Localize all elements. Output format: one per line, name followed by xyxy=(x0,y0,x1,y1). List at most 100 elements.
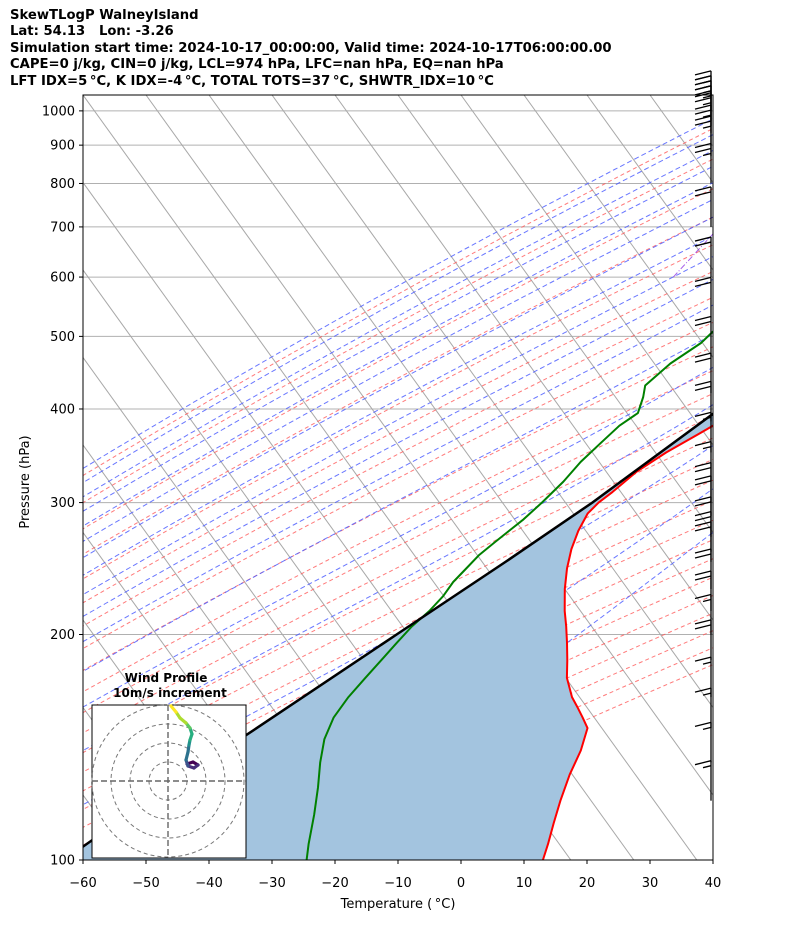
temperature-line xyxy=(541,424,713,860)
barb-half xyxy=(702,95,712,99)
barb-full xyxy=(694,276,712,283)
barb-half xyxy=(702,598,712,603)
x-tick-label: 20 xyxy=(579,876,596,891)
wind-barb xyxy=(694,236,712,278)
barb-full xyxy=(694,570,712,576)
barb-full xyxy=(694,656,712,662)
mixing-ratio-line xyxy=(736,95,794,277)
barb-full xyxy=(694,191,712,197)
isotherm xyxy=(0,95,67,860)
isotherm xyxy=(649,95,713,184)
wind-barb xyxy=(694,619,712,660)
barb-full xyxy=(694,92,712,98)
dewpoint-line xyxy=(305,330,713,860)
barb-full xyxy=(694,511,712,517)
barb-full xyxy=(694,70,712,76)
wind-barb xyxy=(694,276,712,318)
barb-full xyxy=(694,186,712,192)
barb-full xyxy=(694,501,712,507)
moist-adiabat xyxy=(83,278,713,618)
dry-adiabat xyxy=(83,216,713,555)
barb-half xyxy=(702,152,712,157)
barb-full xyxy=(694,104,712,110)
station-title: SkewTLogP WalneyIsland xyxy=(10,8,199,23)
barb-full xyxy=(694,593,712,600)
x-tick-label: −50 xyxy=(132,876,159,891)
barb-full xyxy=(694,516,712,522)
x-tick-label: 0 xyxy=(457,876,465,891)
isotherm xyxy=(523,95,713,359)
barb-full xyxy=(694,619,712,625)
dry-adiabat xyxy=(83,296,713,627)
y-tick-label: 100 xyxy=(50,854,75,869)
barb-full xyxy=(694,440,712,447)
barb-full xyxy=(694,575,712,581)
barb-full xyxy=(694,120,712,126)
barb-half xyxy=(702,114,712,118)
hodograph-title: Wind Profile xyxy=(125,671,208,685)
y-tick-label: 900 xyxy=(50,139,75,154)
hodograph-subtitle: 10m/s increment xyxy=(113,686,227,700)
x-tick-label: −60 xyxy=(69,876,96,891)
isotherm xyxy=(145,95,698,860)
barb-full xyxy=(694,115,712,121)
y-tick-label: 400 xyxy=(50,402,75,417)
moist-adiabat xyxy=(83,366,713,708)
barb-full xyxy=(694,553,712,559)
dry-adiabat xyxy=(83,393,713,714)
wind-barb xyxy=(694,186,712,227)
barb-full xyxy=(694,461,712,468)
barb-full xyxy=(694,90,712,96)
barb-half xyxy=(702,692,712,696)
barb-full xyxy=(694,475,712,481)
isotherm xyxy=(0,95,4,860)
barb-full xyxy=(694,760,712,766)
wind-barb xyxy=(694,721,712,763)
barb-half xyxy=(702,416,712,421)
barb-full xyxy=(694,380,712,387)
time-info: Simulation start time: 2024-10-17_00:00:… xyxy=(10,40,612,56)
barb-full xyxy=(694,687,712,693)
x-tick-label: 40 xyxy=(705,876,722,891)
x-tick-label: −30 xyxy=(258,876,285,891)
moist-adiabat xyxy=(83,118,713,470)
wind-barb xyxy=(694,548,712,590)
barb-full xyxy=(694,142,712,149)
chart-header: SkewTLogP WalneyIsland Lat: 54.13 Lon: -3… xyxy=(10,8,612,90)
barb-half xyxy=(702,125,712,129)
y-tick-label: 200 xyxy=(50,628,75,643)
wind-barb xyxy=(694,570,712,611)
x-tick-label: 30 xyxy=(642,876,659,891)
y-tick-label: 500 xyxy=(50,330,75,345)
isotherm xyxy=(208,95,713,796)
barb-full xyxy=(694,236,712,242)
barb-full xyxy=(694,352,712,358)
barb-full xyxy=(694,241,712,247)
isotherm xyxy=(712,95,713,96)
barb-full xyxy=(694,466,712,473)
mixing-ratio-line xyxy=(672,233,713,278)
barb-full xyxy=(694,75,712,81)
x-tick-label: −20 xyxy=(321,876,348,891)
isotherm xyxy=(334,95,713,621)
dry-adiabat xyxy=(83,458,713,773)
wind-barb xyxy=(694,511,712,552)
hodograph-trace-segment xyxy=(169,704,178,714)
x-tick-label: 10 xyxy=(516,876,533,891)
y-tick-label: 300 xyxy=(50,496,75,511)
dry-adiabat xyxy=(83,188,713,530)
barb-full xyxy=(694,496,712,502)
moist-adiabat xyxy=(83,404,713,752)
barb-full xyxy=(694,480,712,486)
isotherm xyxy=(586,95,713,271)
moist-adiabat xyxy=(83,216,713,559)
barb-full xyxy=(694,548,712,554)
y-tick-label: 800 xyxy=(50,177,75,192)
stability-indices: CAPE=0 j/kg, CIN=0 j/kg, LCL=974 hPa, LF… xyxy=(10,57,504,73)
barb-full xyxy=(694,85,712,91)
barb-full xyxy=(694,281,712,288)
mixing-ratio-line xyxy=(787,95,794,277)
barb-half xyxy=(702,765,712,769)
